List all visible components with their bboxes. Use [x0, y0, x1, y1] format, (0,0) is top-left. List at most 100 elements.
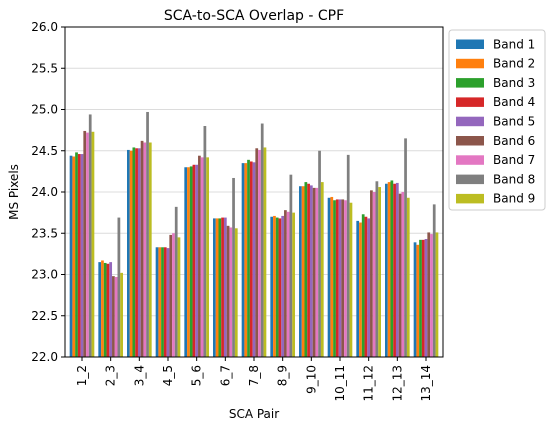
x-tick-label: 2_3: [104, 365, 118, 386]
bar: [140, 140, 144, 357]
bar: [172, 233, 175, 357]
bar: [247, 159, 250, 357]
bar: [192, 164, 196, 357]
bar: [289, 174, 293, 357]
bar: [114, 276, 118, 357]
bars: [69, 111, 439, 358]
bar: [101, 260, 104, 357]
bar: [106, 263, 110, 357]
bar: [346, 154, 350, 357]
legend-swatch: [456, 58, 484, 69]
bar: [206, 157, 209, 357]
legend-label: Band 9: [493, 192, 535, 206]
bar: [103, 262, 107, 357]
legend-swatch: [456, 174, 484, 185]
bar: [187, 167, 190, 357]
bar: [143, 142, 147, 357]
bar: [200, 157, 204, 357]
bar: [356, 220, 360, 357]
x-tick-label: 1_2: [75, 365, 89, 386]
bar: [109, 262, 113, 357]
bar: [278, 218, 282, 357]
bar: [361, 214, 365, 357]
legend-swatch: [456, 193, 484, 204]
bar: [378, 187, 381, 357]
bar: [413, 242, 417, 357]
bar: [98, 262, 102, 357]
bar: [198, 155, 201, 357]
bar: [80, 154, 84, 357]
y-axis-label: MS Pixels: [7, 164, 21, 220]
bar: [432, 204, 436, 357]
bar: [86, 132, 89, 357]
bar: [315, 187, 319, 357]
x-tick-label: 5_6: [190, 365, 204, 386]
bar: [404, 138, 407, 357]
bar: [270, 216, 274, 357]
bar: [309, 185, 313, 357]
y-tick-label: 24.0: [31, 185, 58, 199]
bar: [312, 187, 316, 357]
bar: [335, 199, 339, 357]
x-axis-label: SCA Pair: [229, 407, 279, 421]
y-tick-label: 22.0: [31, 350, 58, 364]
bar: [148, 142, 152, 357]
bar: [72, 156, 76, 357]
legend-label: Band 6: [493, 134, 535, 148]
bar: [375, 181, 379, 357]
bar: [344, 200, 347, 357]
bar: [174, 206, 178, 357]
bar: [83, 130, 87, 357]
x-tick-label: 10_11: [333, 365, 347, 402]
bar: [385, 183, 388, 357]
bar: [390, 180, 394, 357]
bar: [203, 126, 207, 357]
y-tick-label: 22.5: [31, 309, 58, 323]
legend-label: Band 5: [493, 115, 535, 129]
bar: [430, 234, 433, 357]
bar: [320, 182, 324, 357]
bar: [273, 215, 276, 357]
bar: [258, 149, 261, 357]
legend-swatch: [456, 39, 484, 49]
bar: [117, 217, 121, 357]
bar: [318, 150, 321, 357]
bar: [213, 218, 216, 357]
bar: [330, 196, 334, 357]
legend-box: [448, 29, 546, 211]
bar: [184, 167, 188, 357]
x-tick-label: 6_7: [218, 365, 232, 386]
bar: [177, 237, 181, 357]
bar: [333, 200, 336, 357]
bar: [155, 247, 159, 357]
bar: [249, 161, 253, 357]
bar: [135, 148, 138, 357]
bar: [406, 197, 410, 357]
bar: [416, 244, 420, 357]
bar: [398, 193, 402, 357]
legend-label: Band 8: [493, 172, 535, 186]
bar: [307, 183, 310, 357]
bar: [401, 192, 405, 357]
legend-label: Band 1: [493, 37, 535, 51]
bar: [112, 276, 115, 357]
bar: [129, 150, 133, 357]
legend-label: Band 7: [493, 153, 535, 167]
bar: [263, 147, 267, 357]
bar: [370, 190, 373, 357]
bar: [229, 227, 233, 357]
bar: [223, 217, 227, 357]
bar: [120, 272, 123, 357]
bar: [127, 149, 130, 357]
chart-title: SCA-to-SCA Overlap - CPF: [164, 8, 344, 24]
bar: [244, 163, 248, 357]
bar: [215, 218, 219, 357]
bar: [75, 152, 78, 357]
x-axis-ticks: 1_2 2_3 3_4 4_5 5_6 6_7 7_8 8_9 9_10 10_11 11_12 12…: [75, 357, 433, 402]
x-tick-label: 4_5: [161, 365, 175, 386]
x-tick-label: 12_13: [390, 365, 404, 402]
y-tick-label: 25.5: [31, 61, 58, 75]
bar: [292, 212, 295, 357]
bar: [338, 199, 342, 357]
